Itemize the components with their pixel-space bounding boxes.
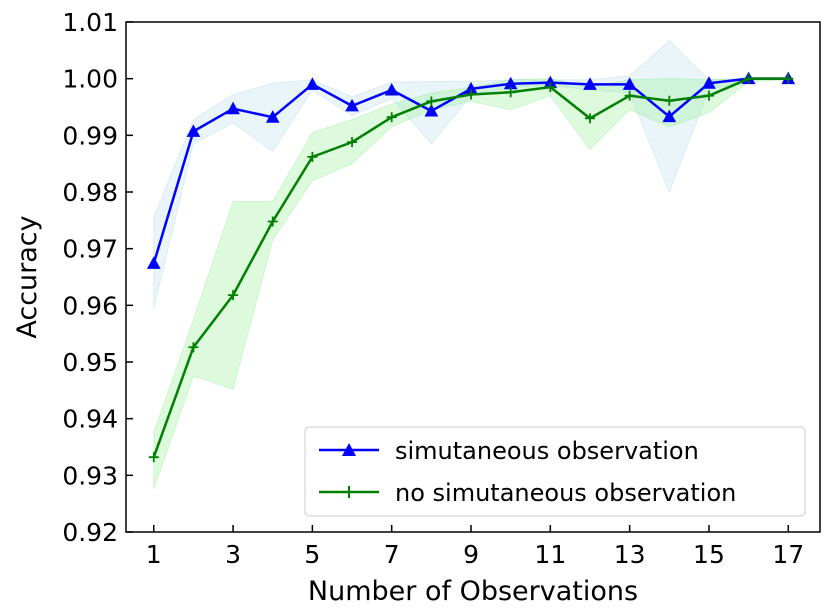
marker-series-1-x8: [424, 103, 439, 117]
legend-box: [304, 426, 806, 517]
legend-label-1: simutaneous observation: [395, 437, 699, 465]
legend-marker-2: [343, 486, 355, 498]
x-tick-label-17: 17: [772, 540, 804, 569]
y-tick-label-8: 1.00: [62, 65, 118, 94]
y-tick-label-0: 0.92: [62, 518, 118, 547]
x-axis-title: Number of Observations: [308, 576, 638, 607]
marker-series-2-x1: [148, 452, 159, 463]
marker-series-2-x16: [743, 73, 754, 84]
x-tick-label-1: 1: [146, 540, 162, 569]
legend-label-2: no simutaneous observation: [395, 479, 736, 507]
y-tick-label-2: 0.94: [62, 405, 118, 434]
x-tick-label-5: 5: [304, 540, 320, 569]
y-tick-label-4: 0.96: [62, 291, 118, 320]
marker-series-2-x9: [466, 89, 477, 100]
marker-series-1-x3: [226, 101, 240, 115]
marker-series-2-x8: [426, 96, 437, 107]
y-tick-label-6: 0.98: [62, 178, 118, 207]
marker-series-1-x6: [345, 98, 359, 112]
marker-series-2-x2: [188, 342, 199, 353]
marker-series-2-x7: [386, 112, 397, 123]
marker-series-2-x11: [545, 82, 556, 93]
marker-series-2-x13: [624, 90, 635, 101]
marker-series-1-x1: [146, 256, 161, 269]
marker-series-2-x14: [664, 95, 675, 106]
marker-series-1-x13: [622, 77, 637, 90]
y-tick-label-3: 0.95: [62, 348, 118, 377]
marker-series-1-x14: [662, 109, 677, 123]
marker-series-2-x17: [783, 73, 794, 84]
marker-series-2-x12: [584, 113, 595, 124]
x-tick-label-3: 3: [225, 540, 241, 569]
y-tick-label-7: 0.99: [62, 121, 118, 150]
y-axis-title: Accuracy: [12, 215, 43, 338]
y-tick-label-5: 0.97: [62, 235, 118, 264]
marker-series-2-x3: [228, 290, 239, 301]
marker-series-1-x4: [265, 110, 280, 123]
marker-series-2-x6: [347, 137, 358, 148]
marker-series-1-x7: [384, 82, 399, 96]
marker-series-1-x12: [583, 77, 597, 90]
marker-series-1-x2: [186, 124, 201, 137]
marker-series-2-x4: [267, 216, 278, 227]
marker-series-2-x5: [307, 151, 318, 162]
marker-series-2-x15: [703, 90, 714, 101]
x-tick-label-7: 7: [384, 540, 400, 569]
plot-frame: [125, 21, 821, 533]
marker-series-2-x10: [505, 87, 516, 98]
marker-series-1-x15: [702, 76, 716, 89]
x-tick-label-11: 11: [534, 540, 566, 569]
y-tick-label-1: 0.93: [62, 461, 118, 490]
x-tick-label-15: 15: [693, 540, 725, 569]
legend-marker-1: [342, 443, 356, 456]
x-tick-label-13: 13: [614, 540, 646, 569]
marker-series-1-x5: [305, 77, 320, 90]
x-tick-label-9: 9: [463, 540, 479, 569]
y-tick-label-9: 1.01: [62, 8, 118, 37]
